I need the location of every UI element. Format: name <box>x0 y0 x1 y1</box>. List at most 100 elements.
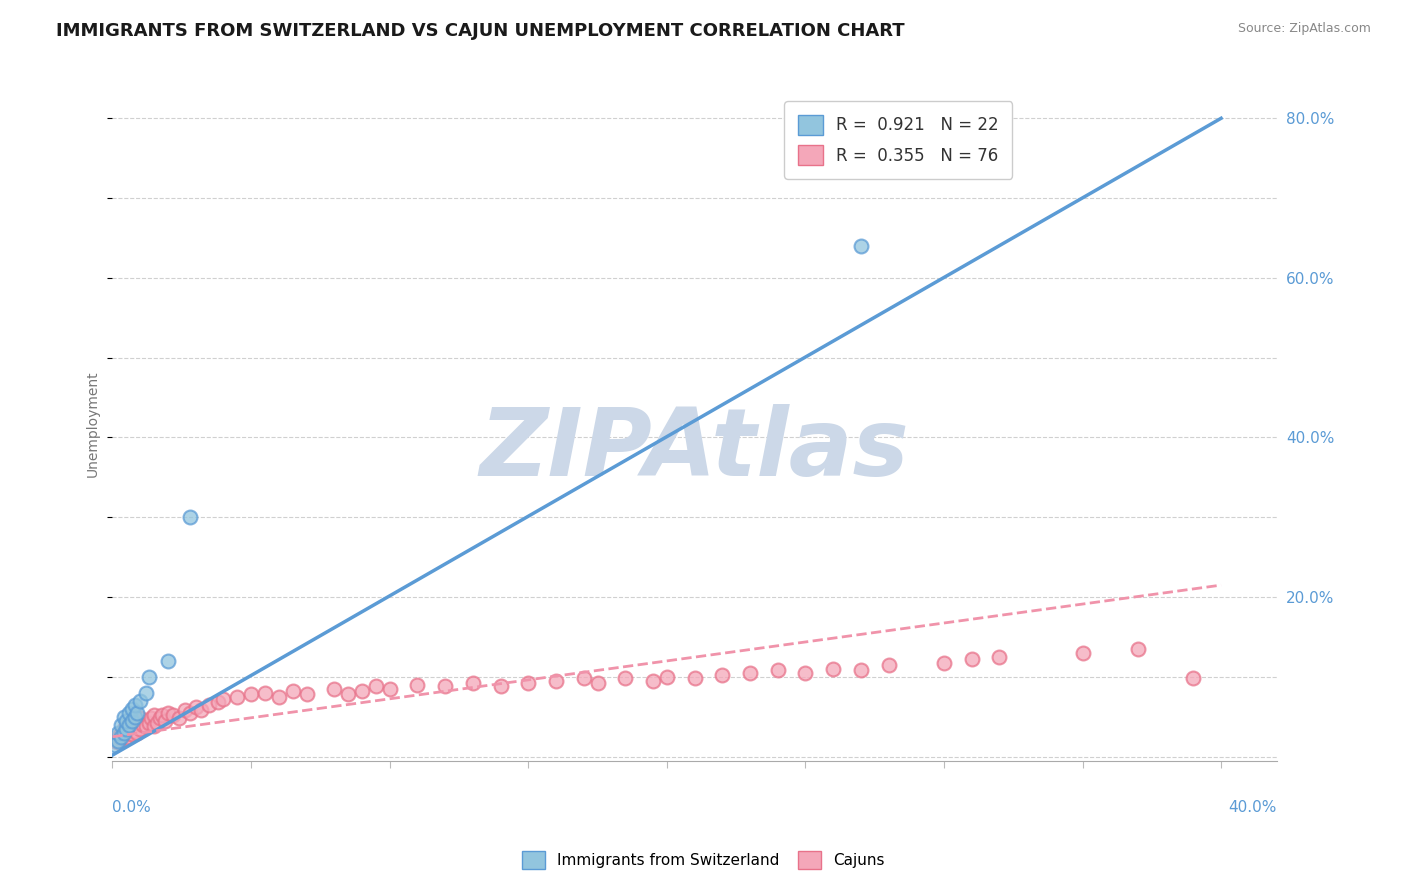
Point <box>179 706 201 720</box>
Point <box>124 714 146 728</box>
Point <box>138 670 160 684</box>
Point <box>121 727 143 741</box>
Point <box>127 706 149 720</box>
Point <box>877 657 900 672</box>
Point <box>849 239 872 253</box>
Point <box>124 698 146 712</box>
Point <box>823 662 845 676</box>
Point <box>378 681 401 696</box>
Point <box>135 686 157 700</box>
Point <box>932 656 955 670</box>
Point <box>107 733 129 747</box>
Point <box>364 680 387 694</box>
Point <box>212 692 235 706</box>
Point <box>184 700 207 714</box>
Point <box>173 703 195 717</box>
Point <box>132 718 155 732</box>
Point <box>960 652 983 666</box>
Point <box>641 673 664 688</box>
Point <box>129 694 152 708</box>
Point <box>115 730 138 744</box>
Point <box>112 722 135 736</box>
Point <box>461 676 484 690</box>
Point <box>794 665 817 680</box>
Point <box>121 714 143 728</box>
Point <box>655 670 678 684</box>
Point <box>167 711 190 725</box>
Point <box>1126 642 1149 657</box>
Point <box>112 725 135 739</box>
Point <box>1071 646 1094 660</box>
Point <box>112 710 135 724</box>
Point <box>115 724 138 739</box>
Point <box>614 672 637 686</box>
Point <box>434 680 457 694</box>
Point <box>127 725 149 739</box>
Point <box>143 719 166 733</box>
Point <box>127 716 149 731</box>
Point <box>988 649 1011 664</box>
Point <box>295 688 318 702</box>
Point <box>156 706 179 720</box>
Point <box>711 668 734 682</box>
Point <box>124 724 146 739</box>
Point <box>118 725 141 739</box>
Point <box>683 672 706 686</box>
Point <box>267 690 290 704</box>
Point <box>544 673 567 688</box>
Point <box>129 711 152 725</box>
Point <box>281 684 304 698</box>
Point <box>146 716 169 731</box>
Point <box>121 702 143 716</box>
Point <box>141 711 163 725</box>
Point <box>190 703 212 717</box>
Point <box>517 676 540 690</box>
Point <box>226 690 249 704</box>
Point <box>115 714 138 728</box>
Point <box>240 688 263 702</box>
Point <box>207 695 229 709</box>
Point <box>738 665 761 680</box>
Point <box>135 719 157 733</box>
Text: IMMIGRANTS FROM SWITZERLAND VS CAJUN UNEMPLOYMENT CORRELATION CHART: IMMIGRANTS FROM SWITZERLAND VS CAJUN UNE… <box>56 22 905 40</box>
Point <box>149 711 172 725</box>
Point <box>1182 672 1205 686</box>
Text: 40.0%: 40.0% <box>1229 799 1277 814</box>
Point <box>107 725 129 739</box>
Point <box>253 686 276 700</box>
Text: 0.0%: 0.0% <box>112 799 152 814</box>
Point <box>107 735 129 749</box>
Point <box>156 654 179 668</box>
Point <box>110 732 132 747</box>
Point <box>118 718 141 732</box>
Point <box>198 698 221 712</box>
Text: Source: ZipAtlas.com: Source: ZipAtlas.com <box>1237 22 1371 36</box>
Point <box>179 510 201 524</box>
Point <box>110 725 132 739</box>
Point <box>115 722 138 736</box>
Point <box>153 714 176 728</box>
Y-axis label: Unemployment: Unemployment <box>86 370 100 477</box>
Point <box>586 676 609 690</box>
Point <box>124 710 146 724</box>
Point <box>143 708 166 723</box>
Point <box>323 681 346 696</box>
Point <box>337 688 360 702</box>
Legend: Immigrants from Switzerland, Cajuns: Immigrants from Switzerland, Cajuns <box>516 845 890 875</box>
Point <box>849 664 872 678</box>
Point <box>162 708 184 723</box>
Point <box>150 708 173 723</box>
Point <box>110 718 132 732</box>
Point <box>129 722 152 736</box>
Point <box>112 727 135 741</box>
Point <box>350 684 373 698</box>
Legend: R =  0.921   N = 22, R =  0.355   N = 76: R = 0.921 N = 22, R = 0.355 N = 76 <box>785 102 1012 178</box>
Point <box>138 716 160 731</box>
Point <box>110 730 132 744</box>
Text: ZIPAtlas: ZIPAtlas <box>479 404 910 497</box>
Point <box>489 680 512 694</box>
Point <box>121 719 143 733</box>
Point <box>118 716 141 731</box>
Point <box>104 738 127 752</box>
Point <box>115 719 138 733</box>
